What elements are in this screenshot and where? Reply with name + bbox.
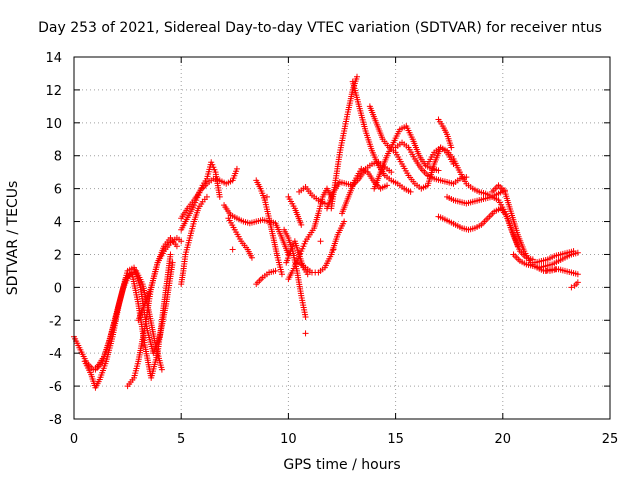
x-tick-label: 25 <box>602 432 619 447</box>
data-point <box>435 167 442 174</box>
y-tick-label: 10 <box>45 117 62 132</box>
data-point <box>298 221 305 228</box>
data-point <box>302 330 309 337</box>
x-tick-label: 0 <box>70 432 78 447</box>
data-point <box>317 238 324 245</box>
y-tick-label: 0 <box>54 281 62 296</box>
x-tick-label: 5 <box>177 432 185 447</box>
data-point <box>167 251 174 258</box>
data-point <box>263 193 270 200</box>
y-tick-label: -6 <box>49 380 62 395</box>
data-point <box>570 248 577 255</box>
data-point <box>574 279 581 286</box>
y-tick-label: 14 <box>45 51 62 66</box>
y-tick-label: 12 <box>45 84 62 99</box>
ticks-layer: 0 5 10 15 20 25 -8 -6 -4 -2 0 2 4 6 8 10 12 14 <box>45 51 618 447</box>
data-point <box>272 267 279 274</box>
data-point <box>233 165 240 172</box>
data-point <box>574 249 581 256</box>
data-point <box>568 284 575 291</box>
y-tick-label: 6 <box>54 183 62 198</box>
data-point <box>574 271 581 278</box>
data-point <box>203 193 210 200</box>
data-point <box>341 218 348 225</box>
data-point <box>248 254 255 261</box>
data-point <box>169 259 176 266</box>
data-point <box>330 246 337 253</box>
x-tick-label: 15 <box>387 432 404 447</box>
data-point <box>278 271 285 278</box>
y-tick-label: 2 <box>54 248 62 263</box>
data-point <box>407 188 414 195</box>
data-point <box>178 238 185 245</box>
data-point <box>216 193 223 200</box>
data-point <box>354 73 361 80</box>
x-tick-label: 10 <box>280 432 297 447</box>
x-axis-label: GPS time / hours <box>283 457 401 473</box>
data-point <box>158 366 165 373</box>
y-tick-label: -4 <box>49 347 62 362</box>
y-tick-label: -2 <box>49 314 62 329</box>
chart-title: Day 253 of 2021, Sidereal Day-to-day VTE… <box>38 20 602 36</box>
data-point <box>448 144 455 151</box>
x-tick-label: 20 <box>495 432 512 447</box>
data-point <box>302 313 309 320</box>
data-point <box>388 169 395 176</box>
data-point <box>229 246 236 253</box>
plot-frame <box>73 56 611 420</box>
data-point <box>173 243 180 250</box>
data-point <box>384 182 391 189</box>
y-tick-label: -8 <box>49 413 62 428</box>
data-point <box>321 200 328 207</box>
y-tick-label: 8 <box>54 150 62 165</box>
points-layer <box>71 73 581 391</box>
y-tick-label: 4 <box>54 216 62 231</box>
